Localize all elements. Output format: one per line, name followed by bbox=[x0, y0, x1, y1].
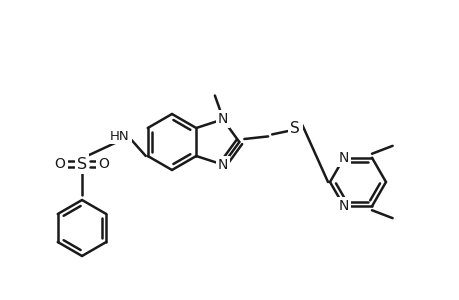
Text: N: N bbox=[338, 151, 348, 165]
Text: N: N bbox=[217, 112, 228, 126]
Text: S: S bbox=[77, 157, 87, 172]
Text: HN: HN bbox=[110, 130, 129, 142]
Text: N: N bbox=[217, 158, 228, 172]
Text: O: O bbox=[98, 157, 109, 171]
Text: N: N bbox=[338, 199, 348, 213]
Text: O: O bbox=[55, 157, 65, 171]
Text: S: S bbox=[290, 121, 300, 136]
